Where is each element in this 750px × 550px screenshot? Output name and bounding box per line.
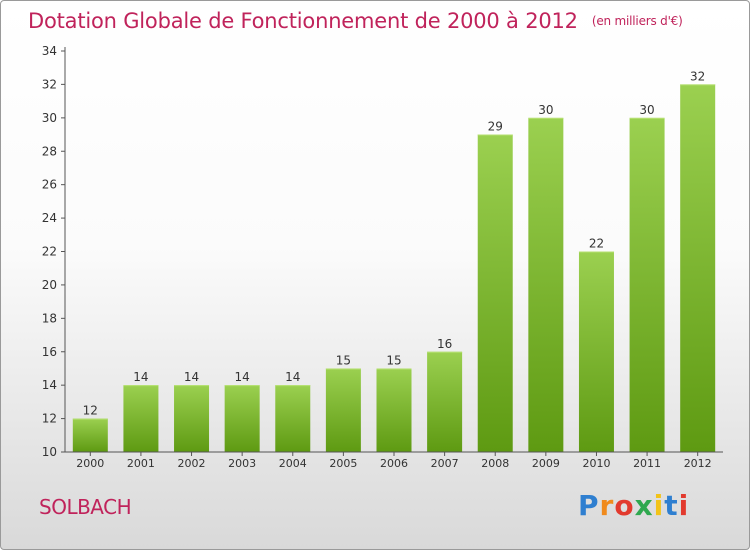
bar-value-label: 29 (488, 120, 503, 134)
chart-title: Dotation Globale de Fonctionnement de 20… (28, 9, 683, 33)
bar-value-label: 12 (83, 404, 98, 418)
bar-value-label: 30 (639, 103, 654, 117)
x-tick-label: 2007 (431, 457, 459, 470)
logo-letter: P (578, 489, 600, 522)
bar (174, 385, 210, 452)
y-tick-label: 22 (42, 245, 57, 259)
y-tick-label: 18 (42, 311, 57, 325)
bar (224, 385, 260, 452)
logo-letter: i (653, 489, 665, 522)
bar-value-label: 15 (386, 353, 401, 367)
place-name: SOLBACH (39, 495, 132, 519)
chart-title-text: Dotation Globale de Fonctionnement de 20… (28, 9, 578, 33)
y-tick-label: 30 (42, 111, 57, 125)
proxiti-logo: Proxiti (578, 489, 689, 522)
bar (629, 117, 665, 452)
y-tick-label: 32 (42, 77, 57, 91)
bar-value-label: 15 (336, 353, 351, 367)
x-tick-label: 2011 (633, 457, 661, 470)
y-tick-label: 20 (42, 278, 57, 292)
y-tick-label: 14 (42, 378, 57, 392)
bar (72, 418, 108, 452)
x-tick-label: 2004 (279, 457, 307, 470)
y-tick-label: 16 (42, 345, 57, 359)
bar-value-label: 14 (285, 370, 300, 384)
x-tick-label: 2006 (380, 457, 408, 470)
y-tick-label: 28 (42, 144, 57, 158)
x-tick-label: 2010 (582, 457, 610, 470)
bar (325, 368, 361, 452)
y-tick-label: 12 (42, 412, 57, 426)
x-tick-label: 2008 (481, 457, 509, 470)
x-tick-label: 2003 (228, 457, 256, 470)
x-axis: 2000 2001 2002 2003 2004 2005 2006 2007 2008 2009… (65, 451, 723, 470)
bar (578, 251, 614, 452)
bar (680, 84, 716, 453)
bar-value-label: 30 (538, 103, 553, 117)
x-tick-label: 2002 (178, 457, 206, 470)
unit-note: (en milliers d'€) (591, 14, 683, 28)
bar-value-label: 16 (437, 337, 452, 351)
logo-letter: r (599, 489, 615, 522)
bars: 12 14 14 14 14 15 15 16 29 30 22 30 32 (72, 69, 716, 453)
bar-value-label: 22 (589, 237, 604, 251)
y-tick-label: 24 (42, 211, 57, 225)
logo-letter: t (664, 489, 679, 522)
bar (477, 134, 513, 452)
bar-value-label: 14 (235, 370, 250, 384)
y-tick-label: 10 (42, 445, 57, 459)
bar-value-label: 32 (690, 69, 705, 83)
y-tick-label: 34 (42, 44, 57, 58)
logo-letter: i (678, 489, 690, 522)
x-tick-label: 2000 (76, 457, 104, 470)
x-tick-label: 2009 (532, 457, 560, 470)
bar-value-label: 14 (133, 370, 148, 384)
bar (123, 385, 159, 452)
bar (376, 368, 412, 452)
y-axis: 10 12 14 16 18 20 22 24 26 28 30 32 34 (42, 44, 66, 459)
bar (275, 385, 311, 452)
bar (528, 117, 564, 452)
x-tick-label: 2001 (127, 457, 155, 470)
logo-letter: o (614, 489, 635, 522)
bar (427, 351, 463, 452)
x-tick-label: 2012 (684, 457, 712, 470)
x-tick-label: 2005 (329, 457, 357, 470)
logo-letter: x (634, 489, 654, 522)
bar-value-label: 14 (184, 370, 199, 384)
y-tick-label: 26 (42, 178, 57, 192)
